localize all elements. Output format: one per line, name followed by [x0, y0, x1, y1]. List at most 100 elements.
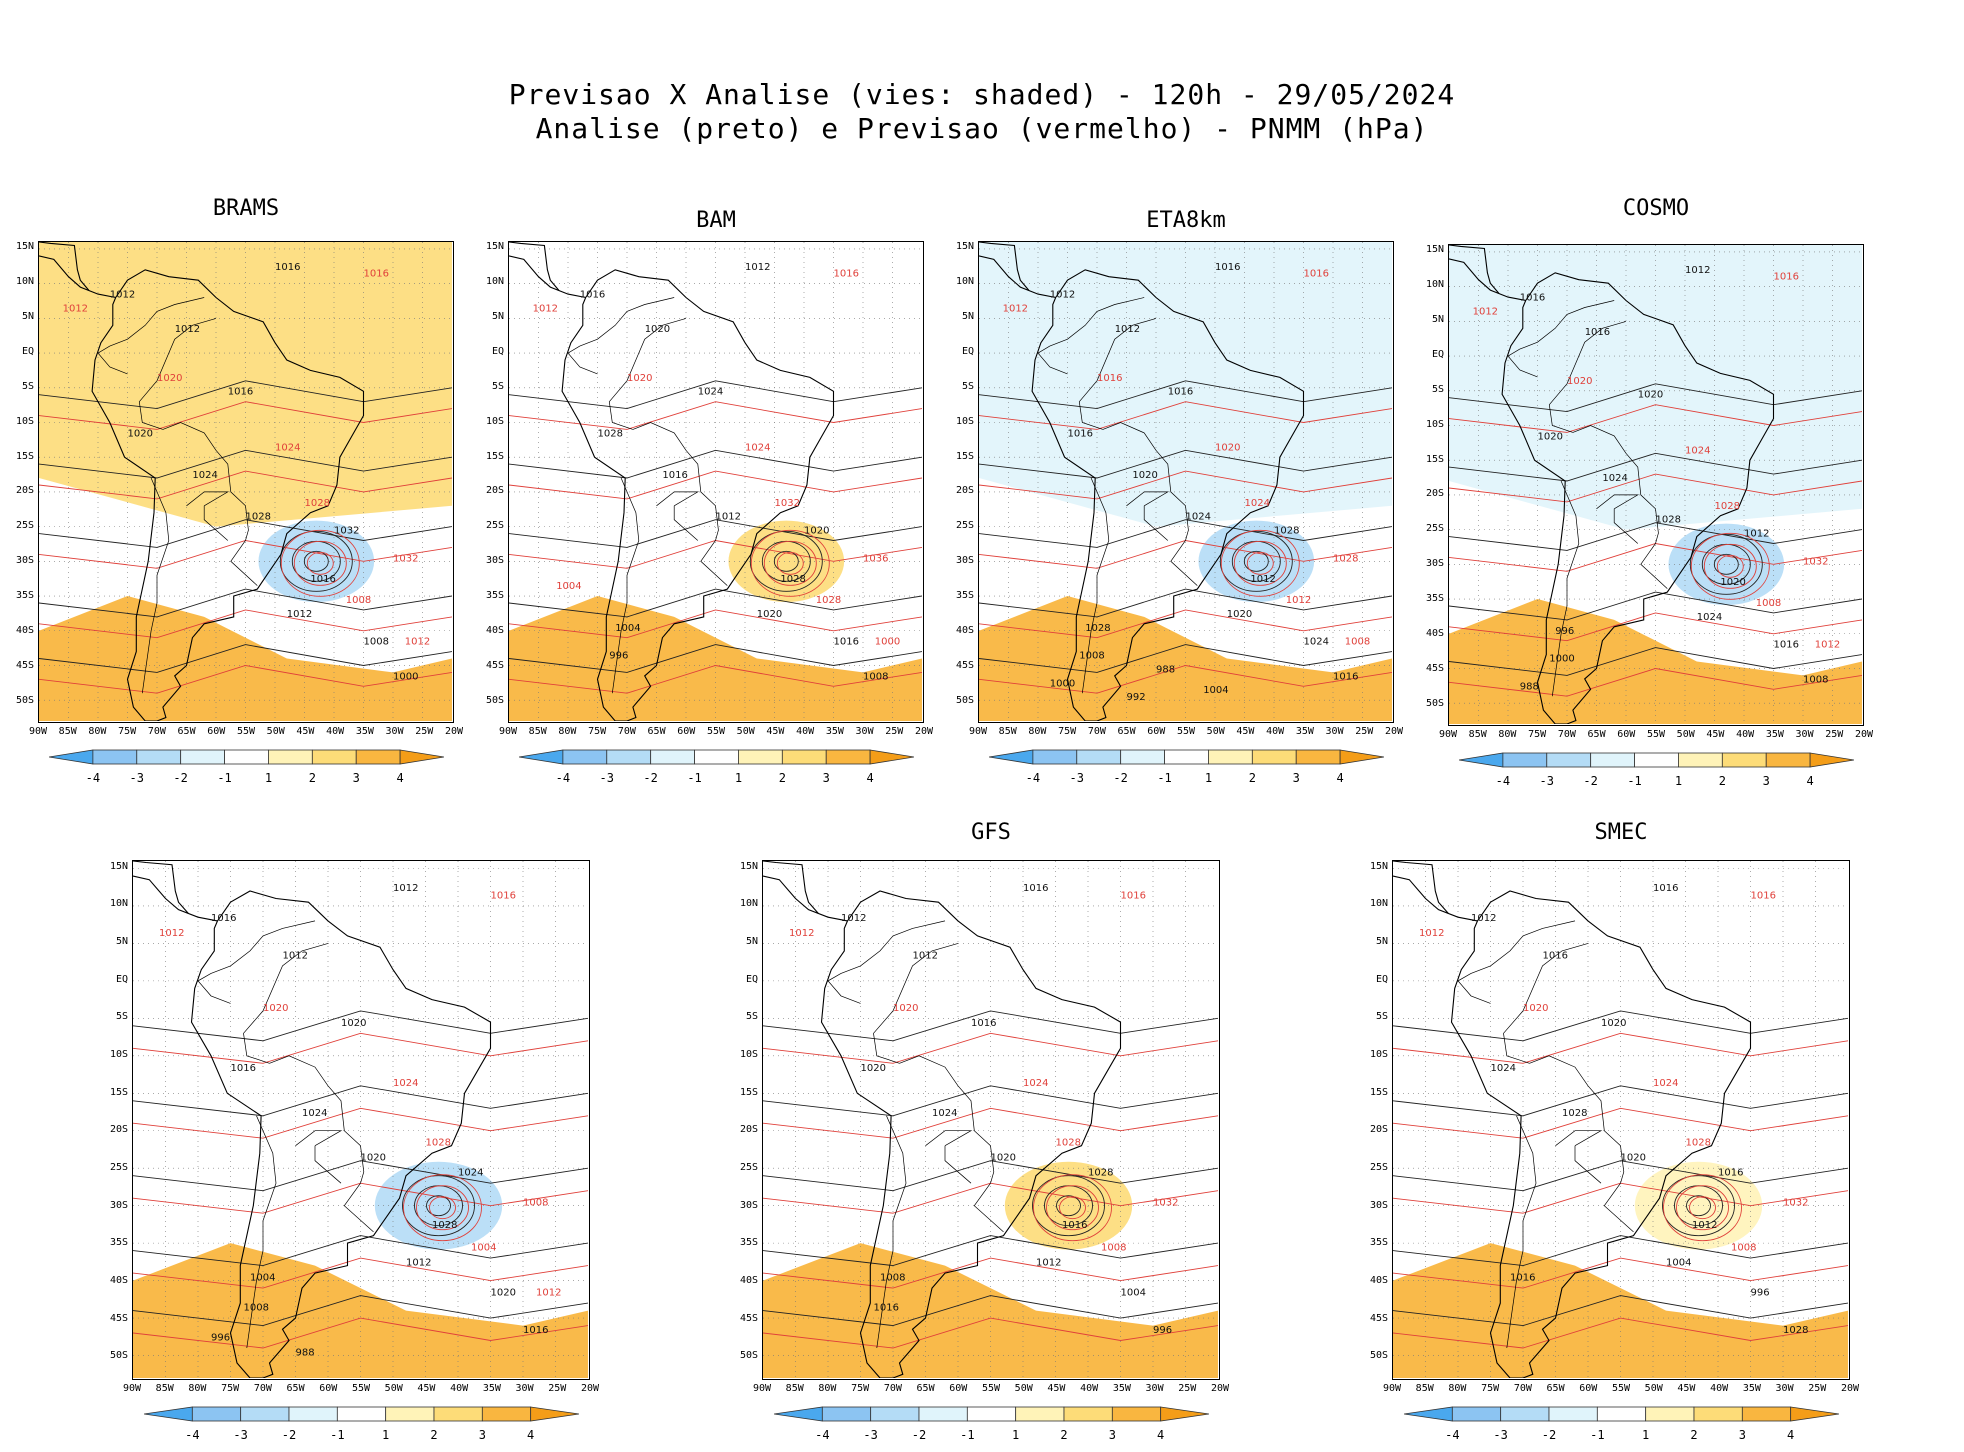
panel-title-brams: BRAMS [212, 196, 280, 221]
bias-region-north [979, 242, 1392, 527]
lat-tick-label: EQ [961, 345, 974, 357]
country-border [186, 491, 230, 507]
lon-tick-label: 90W [28, 726, 48, 737]
isobar-label-analysis: 1028 [598, 428, 623, 439]
colorbar-label: 2 [1060, 1428, 1068, 1442]
coastline [1031, 269, 1305, 721]
lon-tick-label: 25W [1178, 1383, 1197, 1394]
colorbar-label: -4 [555, 771, 571, 785]
country-border [162, 422, 258, 586]
coastline [820, 890, 1122, 1378]
colorbar-swatch [774, 1406, 823, 1422]
lat-tick-label: 45S [485, 660, 504, 672]
isobar-analysis [133, 1235, 588, 1267]
colorbar-bam: -4 -3 -2 -1 1 2 3 4 [519, 749, 914, 795]
isobar-label-analysis: 1016 [1774, 640, 1799, 651]
lat-tick-label: 15N [109, 860, 128, 872]
isobar-label-analysis: 1016 [1168, 387, 1193, 398]
isobar-label-forecast: 1008 [523, 1198, 548, 1209]
isobar-label-forecast: 1028 [816, 595, 841, 606]
lat-tick-label: 30S [955, 555, 974, 567]
isobar-analysis [1449, 383, 1862, 413]
lat-tick-label: 30S [739, 1199, 758, 1211]
lat-tick-label: 10N [15, 275, 34, 287]
cyclone-isobar-forecast [1246, 551, 1274, 575]
lon-tick-label: 20W [914, 726, 934, 737]
lon-tick-label: 35W [1765, 729, 1784, 740]
panel-title-smec: SMEC [1594, 820, 1648, 845]
lat-tick-label: 5S [745, 1011, 758, 1023]
lon-tick-label: 85W [58, 726, 77, 737]
lon-tick-label: 45W [1236, 726, 1255, 737]
isobar-analysis [133, 1295, 588, 1327]
isobar-label-forecast: 1024 [1653, 1078, 1678, 1089]
lon-tick-label: 35W [482, 1383, 501, 1394]
isobar-label-analysis: 1004 [1666, 1258, 1691, 1269]
isobar-label-analysis: 1016 [1062, 1220, 1087, 1231]
bias-map-smec: 1016 1012 1016 1020 1024 1028 1020 1016 1012 1004… [1393, 861, 1848, 1378]
cyclone-isobar-forecast [750, 529, 830, 597]
lat-tick-label: EQ [1375, 973, 1388, 985]
lon-tick-label: 40W [1710, 1383, 1729, 1394]
lat-tick-label: 45S [1369, 1312, 1388, 1324]
country-border [1551, 480, 1580, 697]
isobar-forecast [1449, 473, 1862, 503]
country-border [1037, 297, 1145, 375]
country-border [827, 920, 946, 1004]
country-border [656, 491, 700, 507]
colorbar-label: 3 [1108, 1428, 1116, 1442]
chart-title-line2: Analise (preto) e Previsao (vermelho) - … [535, 112, 1429, 145]
lat-tick-label: 5N [961, 310, 974, 322]
map-frame-cosmo: 1012 1016 1016 1020 1020 1024 1028 1012 1020 1024… [1448, 244, 1864, 726]
colorbar-swatch [918, 1406, 968, 1422]
bias-map-panel5: 1012 1016 1012 1020 1016 1024 1020 1024 1028 1012… [133, 861, 588, 1378]
map-frame-gfs: 1016 1012 1012 1016 1020 1024 1020 1028 1016 1012… [762, 860, 1220, 1380]
cyclone-isobar-forecast [293, 540, 347, 586]
lat-tick-label: 50S [15, 695, 34, 707]
isobar-forecast [979, 470, 1392, 500]
isobar-label-analysis: 1012 [175, 324, 200, 335]
lon-tick-label: 40W [1736, 729, 1755, 740]
colorbar-label: -1 [1590, 1428, 1605, 1442]
lon-tick-label: 75W [221, 1383, 240, 1394]
isobar-label-analysis: 1012 [110, 290, 135, 301]
isobar-label-analysis: 1020 [491, 1288, 516, 1299]
isobar-forecast [979, 401, 1392, 430]
isobar-label-analysis: 1020 [1601, 1018, 1626, 1029]
isobar-analysis [1449, 522, 1862, 551]
isobar-label-analysis: 1024 [1186, 512, 1211, 523]
cyclone-isobar-analysis [1243, 550, 1269, 572]
cyclone-isobar-forecast [403, 1174, 482, 1242]
panel-panel5: 1012 1016 1012 1020 1016 1024 1020 1024 1028 1012… [92, 0, 630, 1442]
colorbar-label: -3 [599, 771, 614, 785]
lon-tick-label: 85W [528, 726, 547, 737]
isobar-label-forecast: 1008 [1756, 598, 1781, 609]
isobar-label-forecast: 1012 [159, 928, 184, 939]
lat-tick-label: 15S [1369, 1086, 1388, 1098]
lon-tick-label: 40W [1266, 726, 1285, 737]
colorbar-label: 4 [866, 771, 874, 785]
coastline-caribbean [1393, 861, 1449, 914]
colorbar-label: -1 [217, 771, 232, 785]
lon-tick-label: 65W [647, 726, 666, 737]
isobar-label-forecast: 1012 [1419, 928, 1444, 939]
lon-tick-label: 20W [1384, 726, 1404, 737]
country-border [1143, 505, 1169, 541]
isobar-analysis [39, 449, 452, 479]
lon-tick-label: 55W [981, 1383, 1001, 1394]
lon-tick-label: 75W [1058, 726, 1077, 737]
isobar-label-forecast: 1028 [426, 1138, 451, 1149]
country-border [203, 505, 229, 541]
isobar-label-analysis: 1020 [1538, 431, 1563, 442]
lon-tick-label: 40W [326, 726, 345, 737]
country-border [197, 920, 316, 1004]
lon-tick-label: 35W [825, 726, 844, 737]
isobar-label-analysis: 1016 [275, 262, 300, 273]
isobar-forecast [763, 1317, 1218, 1349]
country-border [246, 1115, 277, 1349]
bias-region-north [1449, 245, 1862, 530]
lat-tick-label: 40S [15, 625, 34, 637]
isobar-analysis [509, 519, 922, 548]
isobar-label-analysis: 1016 [228, 387, 253, 398]
lat-tick-label: EQ [115, 973, 128, 985]
